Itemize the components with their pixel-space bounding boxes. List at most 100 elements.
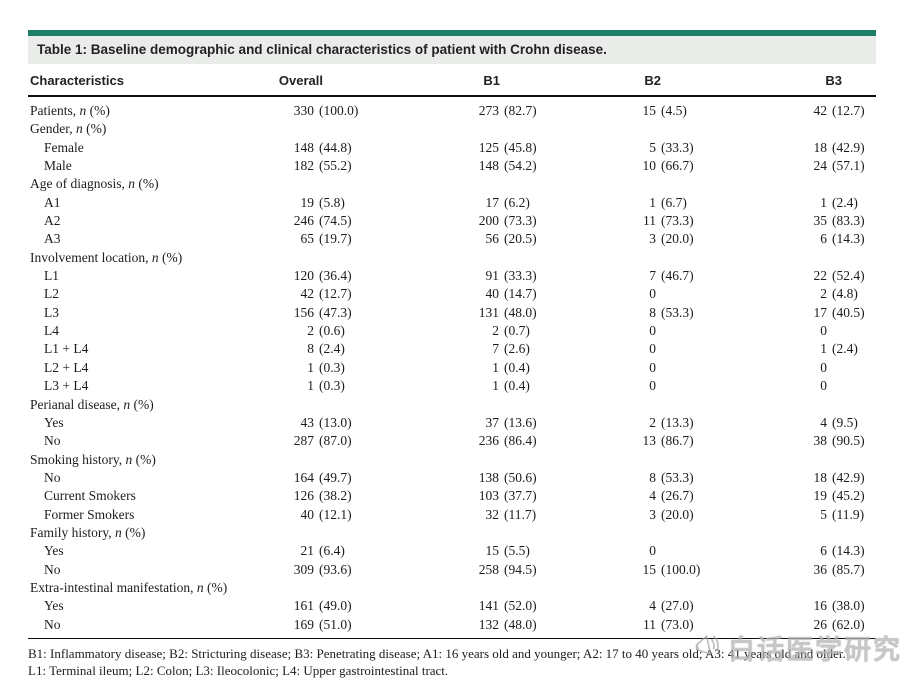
cell-overall (221, 451, 377, 469)
cell-b3: 19 (45.2) (813, 488, 865, 504)
cell-b2: 8 (53.3) (649, 469, 694, 485)
cell-overall: 42 (12.7) (300, 286, 352, 302)
cell-b1: 17 (6.2) (485, 194, 530, 210)
cell-b3: 0 (820, 323, 827, 339)
row-label: Family history, n (%) (30, 524, 146, 540)
row-label: Perianal disease, n (%) (30, 396, 154, 412)
cell-b2: 7 (46.7) (649, 268, 694, 284)
table-row: L3 + L4 1 (0.3) 1 (0.4) 0 0 (28, 377, 876, 395)
table-row: No 164 (49.7) 138 (50.6) 8 (53.3) 18 (42.9) (28, 469, 876, 487)
cell-b1: 236 (86.4) (478, 433, 537, 449)
table-row: No 309 (93.6) 258 (94.5) 15 (100.0) 36 (85.7) (28, 561, 876, 579)
cell-b3 (719, 175, 876, 193)
row-label: L3 (44, 304, 59, 320)
row-label: Smoking history, n (%) (30, 451, 156, 467)
cell-b3: 17 (40.5) (813, 304, 865, 320)
cell-b2 (562, 451, 719, 469)
cell-b2 (562, 396, 719, 414)
cell-overall (221, 524, 377, 542)
cell-b1: 148 (54.2) (478, 158, 537, 174)
cell-b1 (377, 524, 562, 542)
table-accent-bar (28, 30, 876, 36)
table-row: L4 2 (0.6) 2 (0.7) 0 0 (28, 322, 876, 340)
row-label: Patients, n (%) (30, 103, 110, 118)
cell-b1: 32 (11.7) (485, 506, 537, 522)
cell-overall: 1 (0.3) (307, 378, 345, 394)
cell-b2: 0 (649, 286, 656, 302)
cell-b1 (377, 175, 562, 193)
table-row: A1 19 (5.8) 17 (6.2) 1 (6.7) 1 (2.4) (28, 194, 876, 212)
cell-b1: 37 (13.6) (485, 414, 537, 430)
cell-b2: 5 (33.3) (649, 139, 694, 155)
cell-b1: 273 (82.7) (478, 103, 537, 118)
cell-b1: 15 (5.5) (485, 543, 530, 559)
cell-b3: 38 (90.5) (813, 433, 865, 449)
cell-b1 (377, 451, 562, 469)
row-label: L2 + L4 (44, 359, 89, 375)
cell-b1: 56 (20.5) (485, 231, 537, 247)
cell-overall: 164 (49.7) (293, 469, 352, 485)
table-row: L2 42 (12.7) 40 (14.7) 0 2 (4.8) (28, 285, 876, 303)
column-header-b3: B3 (825, 73, 842, 88)
row-label: Male (44, 158, 72, 174)
cell-overall: 1 (0.3) (307, 359, 345, 375)
cell-b3: 42 (12.7) (813, 103, 865, 118)
cell-b3: 1 (2.4) (820, 341, 858, 357)
table-row: Family history, n (%) (28, 524, 876, 542)
row-label: No (44, 469, 61, 485)
table-header-row: Characteristics Overall B1 B2 B3 (28, 64, 876, 97)
table-row: No 169 (51.0) 132 (48.0) 11 (73.0) 26 (62.0) (28, 616, 876, 634)
table1: Table 1: Baseline demographic and clinic… (28, 30, 876, 679)
cell-overall (221, 249, 377, 267)
cell-b3 (719, 396, 876, 414)
table-row: A3 65 (19.7) 56 (20.5) 3 (20.0) 6 (14.3) (28, 230, 876, 248)
cell-b3: 6 (14.3) (820, 231, 865, 247)
cell-b1 (377, 579, 562, 597)
cell-b2: 1 (6.7) (649, 194, 687, 210)
cell-b2 (562, 120, 719, 138)
table-row: Smoking history, n (%) (28, 451, 876, 469)
cell-b1: 1 (0.4) (492, 359, 530, 375)
row-label: Current Smokers (44, 488, 136, 504)
cell-b1: 1 (0.4) (492, 378, 530, 394)
row-label: Gender, n (%) (30, 121, 107, 137)
cell-b3: 35 (83.3) (813, 213, 865, 229)
cell-overall: 161 (49.0) (293, 598, 352, 614)
cell-b3 (719, 524, 876, 542)
table-row: L1 120 (36.4) 91 (33.3) 7 (46.7) 22 (52.4) (28, 267, 876, 285)
cell-b3: 5 (11.9) (820, 506, 865, 522)
table-row: Patients, n (%) 330 (100.0) 273 (82.7) 15 (4.5… (28, 102, 876, 120)
cell-b3 (719, 579, 876, 597)
table-row: Age of diagnosis, n (%) (28, 175, 876, 193)
cell-b2: 4 (26.7) (649, 488, 694, 504)
cell-overall: 148 (44.8) (293, 139, 352, 155)
cell-b3: 1 (2.4) (820, 194, 858, 210)
row-label: Yes (44, 598, 64, 614)
row-label: Age of diagnosis, n (%) (30, 176, 159, 192)
cell-b2: 0 (649, 323, 656, 339)
cell-overall: 309 (93.6) (293, 561, 352, 577)
cell-b1: 258 (94.5) (478, 561, 537, 577)
cell-b3: 6 (14.3) (820, 543, 865, 559)
cell-overall: 126 (38.2) (293, 488, 352, 504)
table-row: Yes 43 (13.0) 37 (13.6) 2 (13.3) 4 (9.5) (28, 414, 876, 432)
cell-b2: 11 (73.3) (643, 213, 694, 229)
row-label: L2 (44, 286, 59, 302)
cell-b1: 131 (48.0) (478, 304, 537, 320)
footnote-line-2: L1: Terminal ileum; L2: Colon; L3: Ileoc… (28, 662, 449, 678)
table-body: Patients, n (%) 330 (100.0) 273 (82.7) 15 (4.5… (28, 97, 876, 639)
table-row: L3 156 (47.3) 131 (48.0) 8 (53.3) 17 (40.5) (28, 304, 876, 322)
cell-b3: 26 (62.0) (813, 616, 865, 632)
cell-overall: 21 (6.4) (300, 543, 345, 559)
row-label: L1 + L4 (44, 341, 89, 357)
table-row: Gender, n (%) (28, 120, 876, 138)
cell-b3: 24 (57.1) (813, 158, 865, 174)
cell-b2 (562, 524, 719, 542)
cell-b3: 0 (820, 359, 827, 375)
cell-b1 (377, 396, 562, 414)
table-row: L2 + L4 1 (0.3) 1 (0.4) 0 0 (28, 359, 876, 377)
table-footnotes: B1: Inflammatory disease; B2: Stricturin… (28, 645, 876, 679)
cell-b2: 0 (649, 359, 656, 375)
cell-overall: 43 (13.0) (300, 414, 352, 430)
table-row: L1 + L4 8 (2.4) 7 (2.6) 0 1 (2.4) (28, 340, 876, 358)
